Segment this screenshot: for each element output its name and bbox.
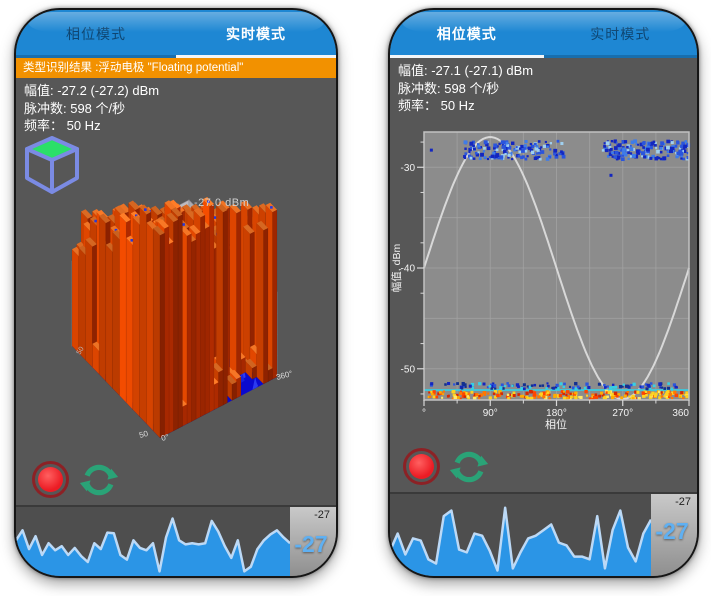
scale-top-label: -27 <box>314 509 330 521</box>
svg-text:270°: 270° <box>612 408 633 419</box>
recognition-result-banner: 类型识别结果 :浮动电极 "Floating potential" <box>16 58 336 78</box>
cube-3d-view-icon[interactable] <box>23 134 81 198</box>
active-tab-underline <box>176 54 336 58</box>
svg-text:360: 360 <box>672 408 689 419</box>
phone-left: 相位模式 实时模式 类型识别结果 :浮动电极 "Floating potenti… <box>14 8 338 578</box>
phase-axis-tick-360: 360° <box>275 369 293 382</box>
phase-axis-tick-0: 0° <box>160 432 170 443</box>
amplitude-readout: -27 <box>294 531 328 557</box>
info-frequency: 频率： 50 Hz <box>398 98 475 113</box>
record-button[interactable] <box>403 448 440 485</box>
tab-realtime-mode[interactable]: 实时模式 <box>590 26 651 42</box>
svg-text:180°: 180° <box>546 408 567 419</box>
phase-amplitude-plot[interactable]: -30 -40 -50 ° 90° 180° 270° 360 相位 幅值, dBm <box>390 110 697 450</box>
tab-phase-mode[interactable]: 相位模式 <box>436 26 497 42</box>
waveform-scale-strip: -27 -27 <box>290 507 336 576</box>
info-amplitude: 幅值: -27.1 (-27.1) dBm <box>398 63 534 78</box>
max-amplitude-annotation: -27.0 dBm <box>194 197 249 209</box>
active-tab-underline <box>390 54 544 58</box>
y-axis-label: 幅值, dBm <box>390 244 403 293</box>
amplitude-readout: -27 <box>655 518 689 544</box>
prpd-3d-chart[interactable]: -27.0 dBm 50 0° 360° 50 <box>16 130 336 464</box>
waveform-panel: -27 -27 <box>390 492 697 576</box>
tab-bar: 相位模式 实时模式 <box>390 10 697 58</box>
phone-right: 相位模式 实时模式 幅值: -27.1 (-27.1) dBm 脉冲数: 598… <box>388 8 699 578</box>
measurement-info: 幅值: -27.2 (-27.2) dBm 脉冲数: 598 个/秒 频率： 5… <box>16 78 336 135</box>
svg-text:-30: -30 <box>401 163 416 174</box>
svg-text:-50: -50 <box>401 364 416 375</box>
tab-bar: 相位模式 实时模式 <box>16 10 336 58</box>
x-axis-label: 相位 <box>545 417 567 431</box>
refresh-icon[interactable] <box>78 459 120 501</box>
svg-text:-40: -40 <box>401 264 416 275</box>
refresh-icon[interactable] <box>448 446 490 488</box>
measurement-info: 幅值: -27.1 (-27.1) dBm 脉冲数: 598 个/秒 频率： 5… <box>390 58 697 115</box>
depth-axis-tick: 50 <box>138 429 149 440</box>
svg-text:90°: 90° <box>483 408 498 419</box>
record-button[interactable] <box>32 461 69 498</box>
info-amplitude: 幅值: -27.2 (-27.2) dBm <box>24 83 160 98</box>
info-pulse-count: 脉冲数: 598 个/秒 <box>398 80 500 96</box>
side-axis-tick: 50 <box>76 346 86 356</box>
tab-underline-track <box>390 54 697 58</box>
scale-top-label: -27 <box>675 496 691 508</box>
tab-realtime-mode[interactable]: 实时模式 <box>226 26 286 42</box>
tab-phase-mode[interactable]: 相位模式 <box>66 26 126 42</box>
info-frequency: 频率： 50 Hz <box>24 118 101 133</box>
waveform-scale-strip: -27 -27 <box>651 494 697 576</box>
waveform-chart <box>390 494 651 576</box>
waveform-chart <box>16 507 290 576</box>
svg-text:°: ° <box>422 408 426 419</box>
waveform-panel: -27 -27 <box>16 505 336 576</box>
info-pulse-count: 脉冲数: 598 个/秒 <box>24 100 126 116</box>
